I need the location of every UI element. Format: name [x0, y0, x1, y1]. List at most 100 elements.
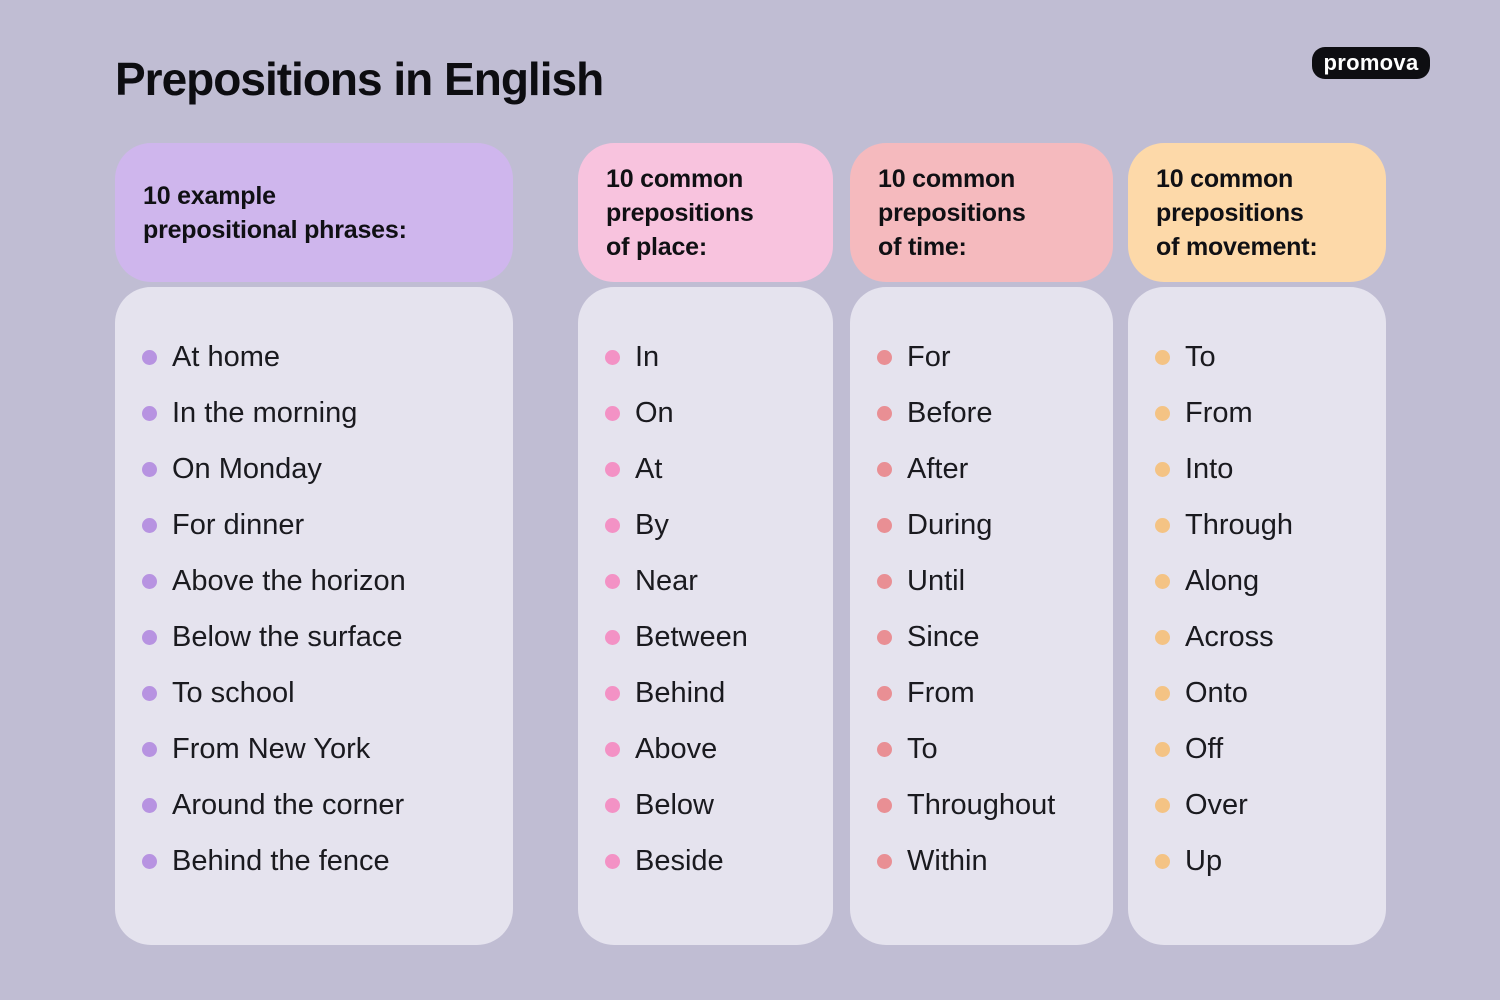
bullet-icon — [605, 517, 620, 533]
bullet-icon — [142, 853, 157, 869]
page-title: Prepositions in English — [115, 53, 604, 105]
list-item: Since — [877, 609, 1103, 665]
list-item: Off — [1155, 721, 1376, 777]
item-list: For Before After During Until Since From… — [877, 329, 1103, 889]
bullet-icon — [1155, 573, 1170, 589]
bullet-icon — [1155, 853, 1170, 869]
list-item: At home — [142, 329, 503, 385]
column-header-prepositions-of-movement: 10 common prepositions of movement: — [1128, 143, 1386, 282]
bullet-icon — [1155, 461, 1170, 477]
list-item: To — [877, 721, 1103, 777]
list-item: After — [877, 441, 1103, 497]
item-label: Below the surface — [172, 620, 403, 653]
item-label: From — [1185, 396, 1253, 429]
list-item: Between — [605, 609, 823, 665]
bullet-icon — [1155, 349, 1170, 365]
list-item: Into — [1155, 441, 1376, 497]
list-item: At — [605, 441, 823, 497]
item-label: To — [907, 732, 938, 765]
item-label: Into — [1185, 452, 1234, 485]
column-header-label: 10 common prepositions of place: — [606, 164, 754, 261]
item-label: Within — [907, 844, 988, 877]
list-item: In the morning — [142, 385, 503, 441]
item-label: Until — [907, 564, 966, 597]
item-label: Across — [1185, 620, 1274, 653]
list-item: From — [877, 665, 1103, 721]
bullet-icon — [1155, 741, 1170, 757]
list-item: Throughout — [877, 777, 1103, 833]
item-label: Behind the fence — [172, 844, 390, 877]
list-item: Along — [1155, 553, 1376, 609]
list-item: From New York — [142, 721, 503, 777]
column-body-prepositions-of-time: For Before After During Until Since From… — [850, 287, 1113, 945]
item-label: Below — [635, 788, 714, 821]
bullet-icon — [877, 517, 892, 533]
list-item: Behind the fence — [142, 833, 503, 889]
item-label: Near — [635, 564, 698, 597]
list-item: Beside — [605, 833, 823, 889]
item-label: Along — [1185, 564, 1260, 597]
item-list: To From Into Through Along Across Onto O… — [1155, 329, 1376, 889]
columns-container: 10 example prepositional phrases: At hom… — [115, 143, 1386, 945]
bullet-icon — [605, 797, 620, 813]
item-label: On — [635, 396, 674, 429]
bullet-icon — [142, 629, 157, 645]
column-header-label: 10 example prepositional phrases: — [143, 181, 407, 244]
list-item: For — [877, 329, 1103, 385]
item-label: In — [635, 340, 660, 373]
column-header-prepositions-of-time: 10 common prepositions of time: — [850, 143, 1113, 282]
list-item: During — [877, 497, 1103, 553]
item-label: Onto — [1185, 676, 1248, 709]
bullet-icon — [877, 461, 892, 477]
item-label: At — [635, 452, 663, 485]
column-prepositional-phrases: 10 example prepositional phrases: At hom… — [115, 143, 513, 945]
item-label: Since — [907, 620, 980, 653]
bullet-icon — [1155, 797, 1170, 813]
item-label: To school — [172, 676, 295, 709]
item-label: Around the corner — [172, 788, 405, 821]
list-item: Around the corner — [142, 777, 503, 833]
list-item: In — [605, 329, 823, 385]
bullet-icon — [142, 573, 157, 589]
item-label: After — [907, 452, 969, 485]
item-label: Beside — [635, 844, 724, 877]
list-item: To — [1155, 329, 1376, 385]
bullet-icon — [1155, 685, 1170, 701]
list-item: Until — [877, 553, 1103, 609]
item-label: Through — [1185, 508, 1294, 541]
bullet-icon — [605, 573, 620, 589]
bullet-icon — [605, 405, 620, 421]
bullet-icon — [877, 797, 892, 813]
bullet-icon — [877, 405, 892, 421]
column-header-label: 10 common prepositions of time: — [878, 164, 1026, 261]
bullet-icon — [877, 741, 892, 757]
bullet-icon — [605, 741, 620, 757]
item-label: From — [907, 676, 975, 709]
item-label: To — [1185, 340, 1216, 373]
item-label: For — [907, 340, 951, 373]
column-prepositions-of-movement: 10 common prepositions of movement: To F… — [1128, 143, 1386, 945]
bullet-icon — [142, 797, 157, 813]
bullet-icon — [877, 853, 892, 869]
bullet-icon — [142, 405, 157, 421]
item-label: Throughout — [907, 788, 1056, 821]
item-label: Behind — [635, 676, 726, 709]
item-label: Off — [1185, 732, 1224, 765]
bullet-icon — [877, 629, 892, 645]
list-item: From — [1155, 385, 1376, 441]
bullet-icon — [1155, 629, 1170, 645]
list-item: Before — [877, 385, 1103, 441]
column-header-label: 10 common prepositions of movement: — [1156, 164, 1318, 261]
bullet-icon — [877, 349, 892, 365]
list-item: Up — [1155, 833, 1376, 889]
bullet-icon — [1155, 517, 1170, 533]
bullet-icon — [142, 741, 157, 757]
column-header-prepositions-of-place: 10 common prepositions of place: — [578, 143, 833, 282]
list-item: Onto — [1155, 665, 1376, 721]
item-label: At home — [172, 340, 280, 373]
bullet-icon — [605, 685, 620, 701]
list-item: To school — [142, 665, 503, 721]
list-item: Through — [1155, 497, 1376, 553]
bullet-icon — [605, 629, 620, 645]
item-label: Above — [635, 732, 718, 765]
